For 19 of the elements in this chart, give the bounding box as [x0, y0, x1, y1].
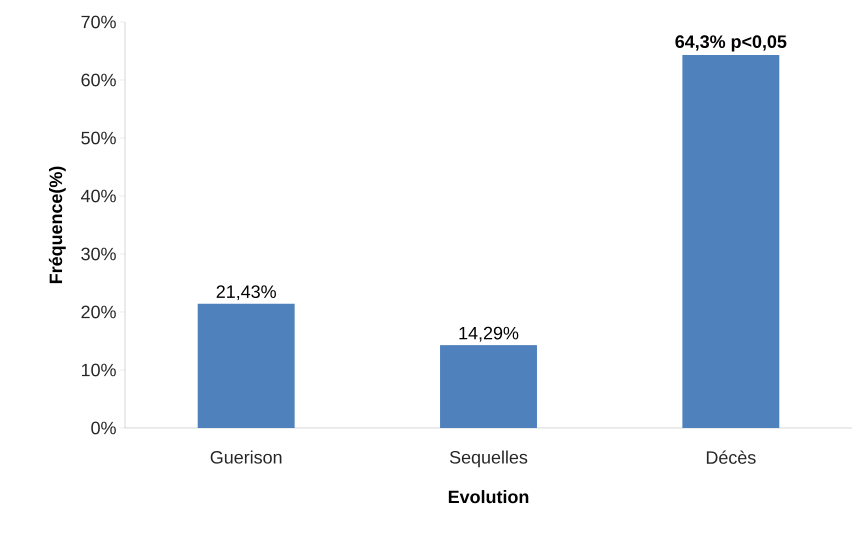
data-label: 21,43% [216, 285, 276, 300]
y-tick-label: 20% [82, 306, 116, 318]
y-tick-label: 70% [82, 16, 116, 28]
bar [198, 304, 295, 428]
x-tick-label: Sequelles [450, 450, 528, 468]
y-tick-label: 50% [81, 132, 116, 144]
y-tick-label: 40% [81, 190, 116, 202]
bar [682, 55, 780, 428]
x-tick-label: Décès [706, 450, 756, 464]
y-tick-label: 60% [82, 74, 116, 86]
x-tick-label: Guerison [210, 450, 282, 464]
x-axis-title: Evolution [448, 490, 528, 504]
data-label: 64,3% p<0,05 [675, 35, 786, 52]
data-label: 14,29% [459, 326, 518, 342]
y-tick-label: 0% [91, 422, 116, 434]
y-tick-label: 30% [81, 248, 116, 260]
y-axis-title: Fréquence(%) [48, 166, 66, 284]
bar [440, 345, 537, 428]
y-tick-label: 10% [82, 364, 116, 376]
